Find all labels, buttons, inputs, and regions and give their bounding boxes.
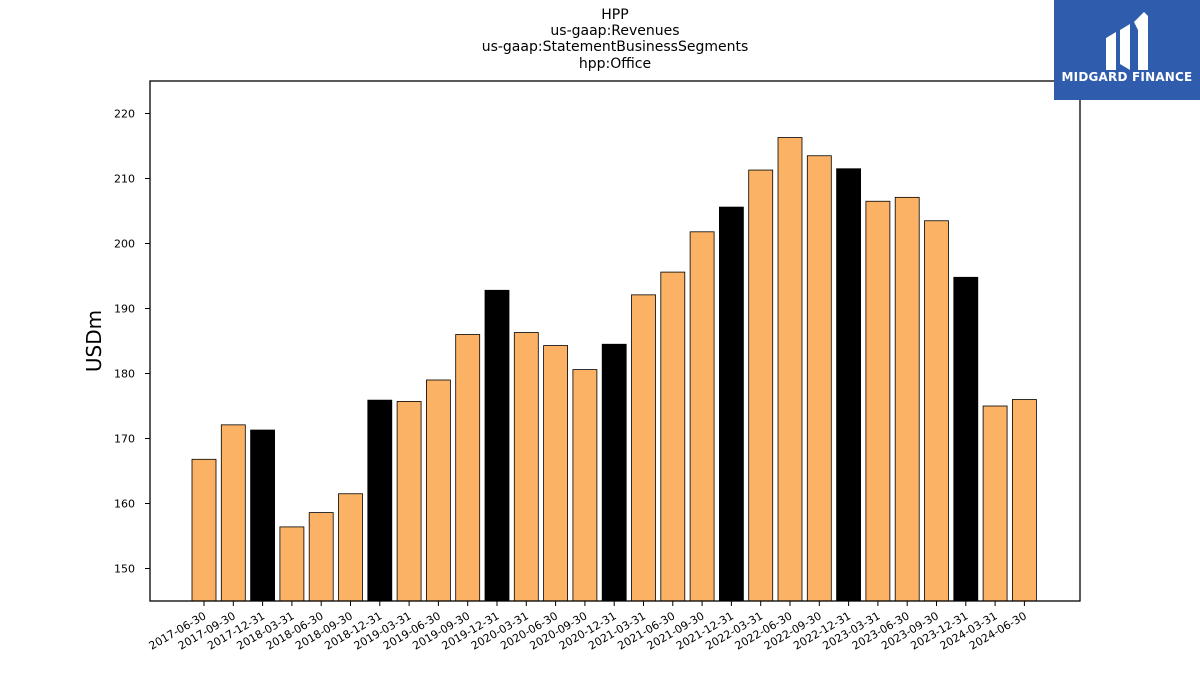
bar-2020-03-31	[513, 332, 539, 602]
chart-title-line-4: hpp:Office	[578, 56, 652, 72]
bar-2021-09-30	[689, 231, 715, 602]
y-tick-label: 160	[114, 498, 135, 511]
y-tick-label: 150	[114, 563, 135, 576]
bar-2020-12-31	[601, 343, 627, 602]
bar-2018-12-31	[367, 399, 393, 602]
bars-group	[191, 137, 1037, 602]
y-axis-ticks: 150 160 170 180 190 200 210 220	[114, 108, 150, 576]
bar-2022-12-31	[836, 168, 861, 602]
y-tick-label: 200	[114, 238, 135, 251]
chart-title-line-3: us-gaap:StatementBusinessSegments	[481, 39, 749, 55]
y-tick-label: 180	[114, 368, 135, 381]
bar-2021-06-30	[660, 271, 686, 602]
bar-2019-12-31	[484, 289, 510, 602]
bar-2023-09-30	[924, 220, 949, 602]
logo-text: MIDGARD FINANCE	[1061, 70, 1193, 84]
bar-2018-03-31	[279, 526, 305, 602]
y-tick-label: 220	[114, 108, 135, 121]
y-tick-label: 190	[114, 303, 135, 316]
bar-2020-06-30	[543, 345, 568, 602]
y-tick-label: 170	[114, 433, 135, 446]
bar-2021-03-31	[631, 294, 656, 602]
bar-2023-12-31	[953, 276, 979, 602]
bar-2023-06-30	[894, 196, 920, 602]
bar-2021-12-31	[719, 206, 744, 602]
bar-2017-09-30	[220, 424, 246, 602]
bar-2017-12-31	[250, 429, 276, 602]
bar-2024-03-31	[982, 405, 1008, 602]
y-axis-label: USDm	[82, 310, 106, 372]
brand-logo: MIDGARD FINANCE	[1054, 0, 1200, 100]
bar-2022-09-30	[806, 155, 832, 602]
bar-2019-03-31	[396, 401, 422, 602]
y-tick-label: 210	[114, 173, 135, 186]
bar-2018-06-30	[308, 512, 334, 602]
bar-2024-06-30	[1012, 399, 1037, 602]
bar-2022-03-31	[748, 169, 774, 602]
bar-2022-06-30	[777, 137, 803, 602]
logo-mark-icon	[1106, 12, 1148, 70]
bar-2023-03-31	[865, 200, 891, 602]
chart-title-line-1: HPP	[601, 7, 629, 23]
x-axis-ticks: 2017-06-302017-09-302017-12-312018-03-31…	[147, 601, 1029, 653]
bar-2017-06-30	[191, 458, 217, 602]
bar-2019-09-30	[455, 334, 481, 602]
chart-title-line-2: us-gaap:Revenues	[550, 23, 680, 39]
bar-2019-06-30	[425, 379, 451, 602]
bar-2018-09-30	[338, 493, 363, 602]
bar-2020-09-30	[572, 369, 598, 602]
plot-frame	[149, 80, 1081, 602]
